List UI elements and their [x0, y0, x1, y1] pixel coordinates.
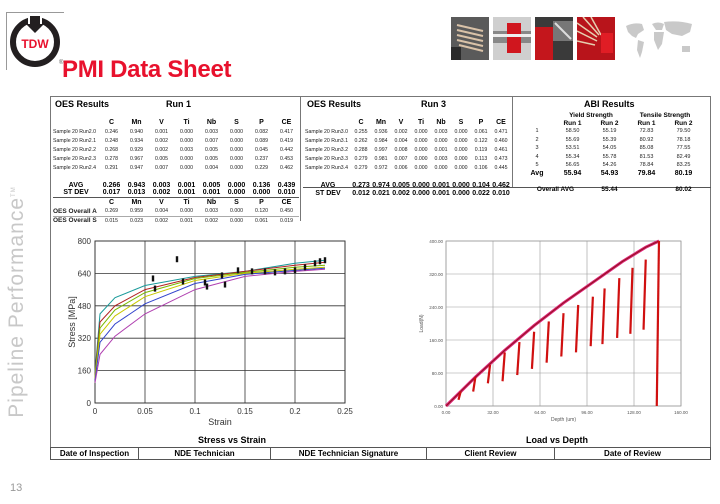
table-row: 2 55.69 55.39 80.92 78.18 — [535, 136, 691, 143]
svg-text:320: 320 — [78, 334, 92, 343]
svg-text:32.00: 32.00 — [487, 410, 499, 415]
oes-run3-panel: OES Results Run 3 C Mn V Ti Nb S P CE Sa… — [303, 97, 513, 197]
table-row: Sample 20 Run3.1 0.262 0.984 0.004 0.000 0.0… — [305, 137, 508, 144]
svg-text:64.00: 64.00 — [534, 410, 546, 415]
header-image-2 — [493, 17, 531, 60]
nde-technician-cell[interactable]: NDE Technician — [138, 447, 271, 460]
page-title: PMI Data Sheet — [62, 56, 232, 83]
table-row: 5 56.65 54.26 78.84 83.25 — [535, 162, 691, 169]
col-header: C — [108, 118, 115, 126]
svg-text:400.00: 400.00 — [429, 239, 443, 244]
abi-overall-row: Overall AVG 55.44 80.02 — [536, 186, 692, 193]
svg-text:0: 0 — [93, 407, 98, 416]
svg-text:0.25: 0.25 — [337, 407, 353, 416]
svg-text:0.05: 0.05 — [137, 407, 153, 416]
page-number: 13 — [10, 482, 23, 494]
svg-text:0.15: 0.15 — [237, 407, 253, 416]
col-header: Nb — [206, 118, 217, 126]
col-header: Ti — [183, 118, 190, 126]
table-header-row: C Mn V Ti Nb S P CE — [53, 117, 299, 127]
stress-strain-caption: Stress vs Strain — [198, 435, 267, 445]
col-header: Mn — [131, 118, 142, 126]
svg-text:TDW: TDW — [21, 37, 49, 51]
svg-text:Stress [MPa]: Stress [MPa] — [67, 296, 77, 348]
world-map-graphic — [622, 18, 698, 62]
run1-title: Run 1 — [166, 99, 192, 109]
table-row: Sample 20 Run2.0 0.246 0.940 0.001 0.000 0.0… — [53, 128, 293, 135]
svg-text:96.00: 96.00 — [581, 410, 593, 415]
abi-results-panel: ABI Results Yield Strength Tensile Stren… — [514, 97, 710, 193]
svg-text:80.00: 80.00 — [432, 371, 444, 376]
table-row: Sample 20 Run3.3 0.279 0.981 0.007 0.000 0.0… — [305, 155, 508, 162]
run3-title: Run 3 — [421, 99, 447, 109]
avg-row: AVG 0.266 0.943 0.003 0.001 0.005 0.000 0.136 0… — [68, 181, 296, 189]
oes-results-label: OES Results — [55, 99, 110, 109]
oes-run1-table: C Mn V Ti Nb S P CE Sample 20 Run2.0 0.2… — [53, 117, 299, 225]
registered-mark: ® — [59, 60, 64, 66]
abi-title: ABI Results — [584, 99, 635, 109]
overall-avg-row: OES Overall A 0.269 0.959 0.004 0.000 0.003 0… — [53, 207, 293, 215]
svg-text:640: 640 — [78, 269, 92, 278]
svg-text:Load(N): Load(N) — [419, 314, 425, 332]
svg-text:Strain: Strain — [208, 417, 232, 427]
abi-table: Yield Strength Tensile Strength Run 1 Ru… — [520, 111, 702, 194]
header-image-4 — [577, 17, 615, 60]
table-row: 4 55.34 55.78 81.53 82.49 — [535, 153, 691, 160]
svg-text:Depth (um): Depth (um) — [551, 417, 576, 423]
svg-text:0.2: 0.2 — [289, 407, 301, 416]
col-header: S — [234, 118, 239, 126]
header-image-1 — [451, 17, 489, 60]
svg-text:0.00: 0.00 — [442, 410, 451, 415]
table-row: 3 53.51 54.05 85.08 77.55 — [535, 145, 691, 152]
table-header-row: C Mn V Ti Nb S P CE — [358, 118, 506, 126]
divider — [303, 187, 711, 188]
svg-text:0.00: 0.00 — [434, 404, 443, 409]
load-depth-chart: 0.00 32.00 64.00 96.00 128.00 160.00 0.00 80.00… — [401, 233, 701, 433]
signature-table: Date of Inspection NDE Technician NDE Te… — [50, 447, 711, 460]
avg-row: AVG 0.273 0.974 0.005 0.000 0.001 0.000 0.104 0… — [320, 181, 510, 189]
svg-text:800: 800 — [78, 237, 92, 246]
table-row: Sample 20 Run3.0 0.255 0.936 0.002 0.000 0.0… — [305, 128, 508, 135]
col-header: CE — [281, 118, 292, 126]
svg-text:480: 480 — [78, 302, 92, 311]
table-row: Sample 20 Run2.2 0.268 0.929 0.002 0.003 0.0… — [53, 146, 293, 153]
tdw-logo: TDW — [8, 13, 62, 67]
date-of-review-cell[interactable]: Date of Review — [554, 447, 711, 460]
svg-text:320.00: 320.00 — [429, 272, 443, 277]
oes-run1-panel: OES Results Run 1 C Mn V Ti Nb S P CE Sa… — [51, 97, 301, 225]
svg-text:160: 160 — [78, 367, 92, 376]
oes-results-label: OES Results — [307, 99, 362, 109]
date-of-inspection-cell[interactable]: Date of Inspection — [50, 447, 139, 460]
overall-sd-row: OES Overall S 0.015 0.023 0.002 0.001 0.002 0… — [53, 215, 299, 225]
svg-text:160.00: 160.00 — [674, 410, 688, 415]
table-row: Sample 20 Run2.1 0.248 0.934 0.002 0.000 0.0… — [53, 137, 293, 144]
overall-header-row: C Mn V Ti Nb S P CE — [53, 196, 299, 207]
header-image-strip — [451, 17, 615, 60]
logo-frame — [6, 12, 64, 70]
col-header: V — [159, 118, 164, 126]
stress-strain-chart: 0 0.05 0.1 0.15 0.2 0.25 0 160 320 480 640 800 Strai… — [65, 233, 365, 433]
header-image-3 — [535, 17, 573, 60]
stdev-row: ST DEV 0.017 0.013 0.002 0.001 0.001 0.000 0.0… — [63, 189, 296, 197]
svg-text:240.00: 240.00 — [429, 305, 443, 310]
col-header: P — [259, 118, 264, 126]
nde-signature-cell[interactable]: NDE Technician Signature — [270, 447, 427, 460]
client-review-cell[interactable]: Client Review — [426, 447, 555, 460]
abi-avg-row: Avg 55.94 54.93 79.84 80.19 — [530, 170, 693, 178]
svg-text:128.00: 128.00 — [627, 410, 641, 415]
table-row: Sample 20 Run2.4 0.291 0.947 0.007 0.000 0.0… — [53, 164, 293, 171]
oes-run3-table: C Mn V Ti Nb S P CE Sample 20 Run3.0 0.2… — [305, 117, 511, 197]
svg-text:0.1: 0.1 — [189, 407, 201, 416]
table-row: Sample 20 Run3.4 0.279 0.972 0.006 0.000 0.0… — [305, 164, 508, 171]
svg-text:160.00: 160.00 — [429, 338, 443, 343]
table-row: 1 58.50 55.19 72.83 79.50 — [535, 128, 691, 135]
load-depth-caption: Load vs Depth — [526, 435, 589, 445]
pmi-data-sheet: OES Results Run 1 C Mn V Ti Nb S P CE Sa… — [50, 96, 711, 460]
table-row: Sample 20 Run3.2 0.288 0.997 0.008 0.000 0.0… — [305, 146, 508, 153]
svg-text:0: 0 — [87, 399, 92, 408]
table-row: Sample 20 Run2.3 0.278 0.967 0.005 0.000 0.0… — [53, 155, 293, 162]
pipeline-performance-watermark: Pipeline PerformanceTM — [5, 186, 28, 418]
stdev-row: ST DEV 0.012 0.021 0.002 0.000 0.001 0.000 0.0… — [315, 189, 510, 197]
